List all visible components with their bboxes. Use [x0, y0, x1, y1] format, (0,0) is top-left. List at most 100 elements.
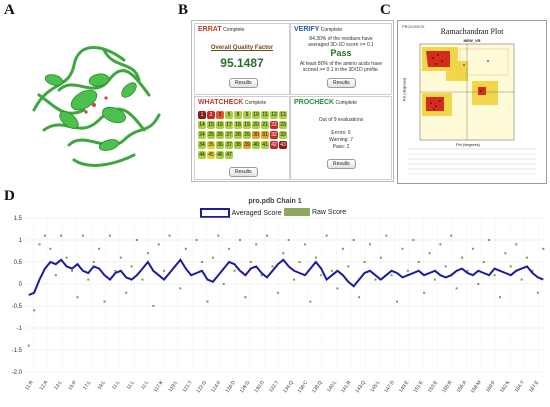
raw-score-point: [38, 243, 41, 246]
whatcheck-box: WHATCHECK Complete 1 2 3 5 8 9 10 11 12 13 14 15 16 1…: [194, 96, 290, 180]
raw-score-point: [531, 269, 534, 272]
whatcheck-cell[interactable]: 25: [207, 131, 215, 139]
whatcheck-cell[interactable]: 34: [198, 141, 206, 149]
validation-summary-panel: ERRAT Complete Overall Quality Factor 95…: [191, 20, 394, 182]
x-tick-label: 160:F: [485, 380, 497, 394]
whatcheck-cell[interactable]: 11: [261, 111, 269, 119]
legend-raw-swatch: [284, 208, 310, 216]
whatcheck-cell[interactable]: 10: [252, 111, 260, 119]
raw-score-point: [168, 234, 171, 237]
score-chart: pro.pdb Chain 1 Averaged Score Raw Score…: [0, 196, 550, 407]
raw-score-point: [27, 344, 30, 347]
raw-score-point: [461, 256, 464, 259]
whatcheck-cell[interactable]: 22: [270, 121, 278, 129]
ramachandran-plot-page: PROCHECK Ramachandran Plot NEW_VR Phi (d…: [397, 20, 547, 184]
whatcheck-cell[interactable]: 1: [198, 111, 206, 119]
score-plot: 1.5 1 0.5 0 -0.5 -1 -1.5 -2.011:R 12:A 13:L 15:P 17…: [12, 216, 546, 395]
raw-score-point: [249, 261, 252, 263]
raw-score-point: [401, 247, 404, 250]
y-tick-label: 0.5: [14, 260, 23, 266]
whatcheck-cell[interactable]: 43: [279, 141, 287, 149]
panel-label-c: C: [380, 2, 391, 18]
whatcheck-title: WHATCHECK: [198, 99, 244, 106]
whatcheck-cell[interactable]: 21: [261, 121, 269, 129]
whatcheck-cell[interactable]: 36: [216, 141, 224, 149]
verify-title: VERIFY: [294, 26, 320, 33]
whatcheck-cell[interactable]: 41: [261, 141, 269, 149]
raw-score-point: [92, 261, 95, 263]
protein-structure-image: [14, 20, 174, 180]
raw-score-point: [125, 291, 128, 294]
whatcheck-cell[interactable]: 46: [216, 151, 224, 159]
raw-score-point: [276, 291, 279, 294]
x-tick-label: 11:L: [140, 380, 150, 391]
x-tick-label: 158:M: [470, 380, 483, 395]
whatcheck-cell[interactable]: 13: [279, 111, 287, 119]
whatcheck-cell[interactable]: 8: [234, 111, 242, 119]
whatcheck-cell[interactable]: 24: [198, 131, 206, 139]
whatcheck-cell[interactable]: 3: [216, 111, 224, 119]
x-tick-label: 126:D: [225, 379, 238, 394]
whatcheck-cell[interactable]: 38: [234, 141, 242, 149]
whatcheck-cell[interactable]: 12: [270, 111, 278, 119]
whatcheck-cell[interactable]: 45: [207, 151, 215, 159]
x-tick-label: 130:D: [253, 379, 266, 394]
raw-score-point: [368, 243, 371, 246]
raw-score-point: [515, 243, 518, 246]
raw-score-point: [298, 261, 301, 263]
raw-score-point: [136, 239, 139, 241]
whatcheck-cell[interactable]: 28: [234, 131, 242, 139]
raw-score-point: [206, 300, 209, 303]
x-tick-label: 122:G: [195, 380, 208, 395]
whatcheck-cell[interactable]: 17: [225, 121, 233, 129]
whatcheck-cell[interactable]: 16: [216, 121, 224, 129]
whatcheck-cell[interactable]: 14: [198, 121, 206, 129]
verify-results-button[interactable]: Results: [327, 78, 356, 88]
x-tick-label: 153:E: [427, 379, 440, 394]
whatcheck-cell[interactable]: 29: [243, 131, 251, 139]
whatcheck-cell[interactable]: 40: [252, 141, 260, 149]
raw-score-point: [152, 305, 155, 307]
whatcheck-cell[interactable]: 32: [270, 131, 278, 139]
whatcheck-cell[interactable]: 27: [225, 131, 233, 139]
verify-line-1: 84.30% of the residues have: [309, 36, 373, 42]
whatcheck-cell[interactable]: 19: [243, 121, 251, 129]
whatcheck-cell[interactable]: 15: [207, 121, 215, 129]
y-tick-label: 1.5: [14, 216, 23, 222]
whatcheck-cell[interactable]: 18: [234, 121, 242, 129]
x-tick-label: 121:T: [181, 380, 193, 394]
whatcheck-cell[interactable]: 42: [270, 141, 278, 149]
whatcheck-cell[interactable]: 31: [261, 131, 269, 139]
errat-status: Complete: [223, 27, 245, 33]
raw-score-point: [374, 278, 377, 281]
raw-score-point: [130, 265, 133, 268]
whatcheck-cell[interactable]: 2: [207, 111, 215, 119]
y-tick-label: -2.0: [12, 370, 23, 376]
raw-score-point: [244, 296, 247, 299]
raw-score-point: [412, 239, 415, 241]
whatcheck-cell[interactable]: 23: [279, 121, 287, 129]
whatcheck-cell[interactable]: 39: [243, 141, 251, 149]
whatcheck-cell[interactable]: 9: [243, 111, 251, 119]
panel-label-d: D: [4, 188, 15, 204]
whatcheck-cell[interactable]: 47: [225, 151, 233, 159]
legend-raw-label: Raw Score: [311, 208, 347, 216]
legend-raw: Raw Score: [284, 208, 346, 216]
whatcheck-cell[interactable]: 35: [207, 141, 215, 149]
y-tick-label: -0.5: [12, 304, 23, 310]
whatcheck-cell[interactable]: 30: [252, 131, 260, 139]
errat-results-button[interactable]: Results: [229, 78, 258, 88]
whatcheck-cell[interactable]: 37: [225, 141, 233, 149]
y-tick-label: 1: [19, 238, 23, 244]
whatcheck-cell[interactable]: 44: [198, 151, 206, 159]
x-tick-label: 117:K: [153, 379, 166, 393]
whatcheck-cell[interactable]: 26: [216, 131, 224, 139]
whatcheck-results-button[interactable]: Results: [229, 167, 258, 177]
raw-score-point: [331, 269, 334, 272]
raw-score-point: [266, 234, 269, 237]
whatcheck-cell[interactable]: 20: [252, 121, 260, 129]
chart-title: pro.pdb Chain 1: [248, 198, 302, 205]
whatcheck-cell[interactable]: 5: [225, 111, 233, 119]
whatcheck-cell[interactable]: 33: [279, 131, 287, 139]
procheck-results-button[interactable]: Results: [327, 159, 356, 169]
